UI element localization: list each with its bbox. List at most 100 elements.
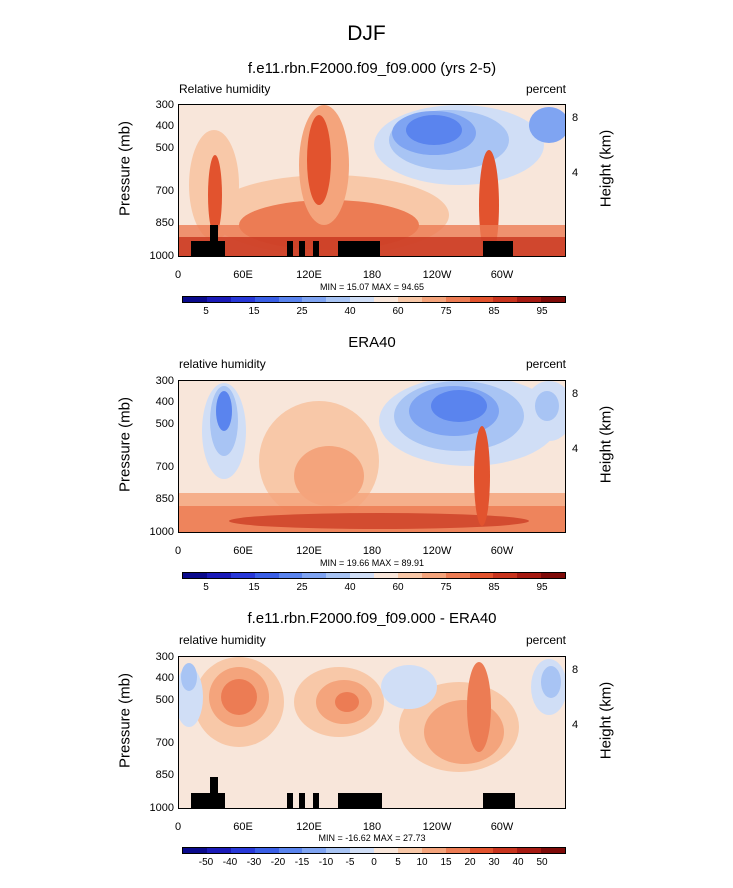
colorbar-swatch	[517, 297, 542, 302]
colorbar-swatch	[230, 848, 255, 853]
colorbar-swatch	[541, 848, 565, 853]
panel-2-xtick: 0	[174, 545, 182, 557]
colorbar-label: -20	[270, 857, 286, 868]
panel-3-ylabel-right: Height (km)	[597, 681, 615, 760]
colorbar-label: 30	[488, 857, 500, 868]
panel-1-ytick: 300	[155, 99, 174, 111]
panel-3-plot-area	[178, 656, 566, 809]
panel-2-right-label: percent	[525, 357, 566, 371]
colorbar-label: 20	[464, 857, 476, 868]
colorbar-label: 0	[371, 857, 377, 868]
colorbar-swatch	[517, 573, 542, 578]
colorbar-swatch	[350, 297, 374, 302]
panel-3-ytick: 400	[155, 672, 174, 684]
panel-2-ytick-right: 8	[572, 388, 579, 400]
panel-1-left-label: Relative humidity	[179, 82, 271, 96]
panel-2-colorbar	[182, 572, 566, 579]
colorbar-label: 25	[296, 306, 308, 317]
panel-3-title: f.e11.rbn.F2000.f09_f09.000 - ERA40	[247, 610, 497, 627]
colorbar-label: 95	[536, 582, 548, 593]
panel-2-xtick: 120E	[296, 545, 322, 557]
colorbar-label: -10	[318, 857, 334, 868]
colorbar-label: 95	[536, 306, 548, 317]
colorbar-swatch	[493, 848, 518, 853]
colorbar-swatch	[517, 848, 542, 853]
panel-2-colorbar-labels: 5 15 25 40 60 75 85 95	[182, 582, 566, 596]
panel-3-ytick-right: 8	[572, 664, 579, 676]
panel-2-title: ERA40	[348, 334, 396, 351]
colorbar-label: -5	[345, 857, 355, 868]
colorbar-swatch	[302, 848, 327, 853]
colorbar-swatch	[326, 297, 351, 302]
colorbar-swatch	[326, 848, 351, 853]
panel-2-field	[179, 381, 565, 532]
colorbar-label: -15	[294, 857, 310, 868]
colorbar-label: 60	[392, 582, 404, 593]
panel-2-minmax: MIN = 19.66 MAX = 89.91	[319, 558, 425, 568]
panel-3-ytick: 1000	[149, 802, 174, 814]
panel-2-ytick-right: 4	[572, 443, 579, 455]
panel-2-ytick: 700	[155, 461, 174, 473]
panel-1-ytick-right: 8	[572, 112, 579, 124]
colorbar-swatch	[302, 297, 327, 302]
panel-3-xtick: 120W	[422, 821, 452, 833]
colorbar-label: 40	[344, 582, 356, 593]
panel-3-xtick: 180	[362, 821, 382, 833]
panel-1-ytick: 850	[155, 217, 174, 229]
panel-1-xtick: 60W	[490, 269, 514, 281]
colorbar-label: 15	[440, 857, 452, 868]
panel-1-xtick: 180	[362, 269, 382, 281]
panel-1-ytick: 400	[155, 120, 174, 132]
colorbar-label: 40	[344, 306, 356, 317]
panel-3-xtick: 0	[174, 821, 182, 833]
colorbar-swatch	[206, 848, 231, 853]
colorbar-label: 5	[395, 857, 401, 868]
panel-3-ytick: 850	[155, 769, 174, 781]
colorbar-swatch	[374, 848, 398, 853]
panel-1-xtick: 120E	[296, 269, 322, 281]
colorbar-swatch	[278, 573, 303, 578]
colorbar-swatch	[302, 573, 327, 578]
colorbar-swatch	[350, 573, 374, 578]
panel-2-ytick: 300	[155, 375, 174, 387]
panel-1-ylabel: Pressure (mb)	[116, 120, 134, 217]
panel-1-ylabel-right: Height (km)	[597, 129, 615, 208]
colorbar-label: 15	[248, 582, 260, 593]
panel-2-xtick: 60E	[233, 545, 253, 557]
colorbar-label: 40	[512, 857, 524, 868]
panel-1-xtick: 60E	[233, 269, 253, 281]
panel-1-ytick: 500	[155, 142, 174, 154]
panel-2-xtick: 180	[362, 545, 382, 557]
panel-1-ytick: 1000	[149, 250, 174, 262]
colorbar-swatch	[421, 848, 446, 853]
colorbar-swatch	[374, 297, 398, 302]
panel-1-plot-area	[178, 104, 566, 257]
colorbar-swatch	[183, 848, 207, 853]
panel-2-ytick: 850	[155, 493, 174, 505]
panel-2-plot-area	[178, 380, 566, 533]
colorbar-swatch	[445, 573, 470, 578]
colorbar-swatch	[421, 573, 446, 578]
colorbar-swatch	[206, 297, 231, 302]
colorbar-label: -30	[246, 857, 262, 868]
colorbar-label: -40	[222, 857, 238, 868]
panel-1-ytick: 700	[155, 185, 174, 197]
panel-3-ytick: 300	[155, 651, 174, 663]
colorbar-label: 5	[203, 306, 209, 317]
colorbar-swatch	[254, 297, 279, 302]
panel-3-ytick-right: 4	[572, 719, 579, 731]
panel-3-colorbar	[182, 847, 566, 854]
colorbar-label: 85	[488, 582, 500, 593]
colorbar-label: 75	[440, 582, 452, 593]
colorbar-swatch	[445, 848, 470, 853]
panel-1-xtick: 120W	[422, 269, 452, 281]
colorbar-swatch	[278, 297, 303, 302]
colorbar-label: 5	[203, 582, 209, 593]
panel-2-xtick: 60W	[490, 545, 514, 557]
colorbar-label: -50	[198, 857, 214, 868]
colorbar-label: 10	[416, 857, 428, 868]
colorbar-swatch	[469, 573, 494, 578]
colorbar-swatch	[278, 848, 303, 853]
colorbar-swatch	[421, 297, 446, 302]
panel-1-minmax: MIN = 15.07 MAX = 94.65	[319, 282, 425, 292]
